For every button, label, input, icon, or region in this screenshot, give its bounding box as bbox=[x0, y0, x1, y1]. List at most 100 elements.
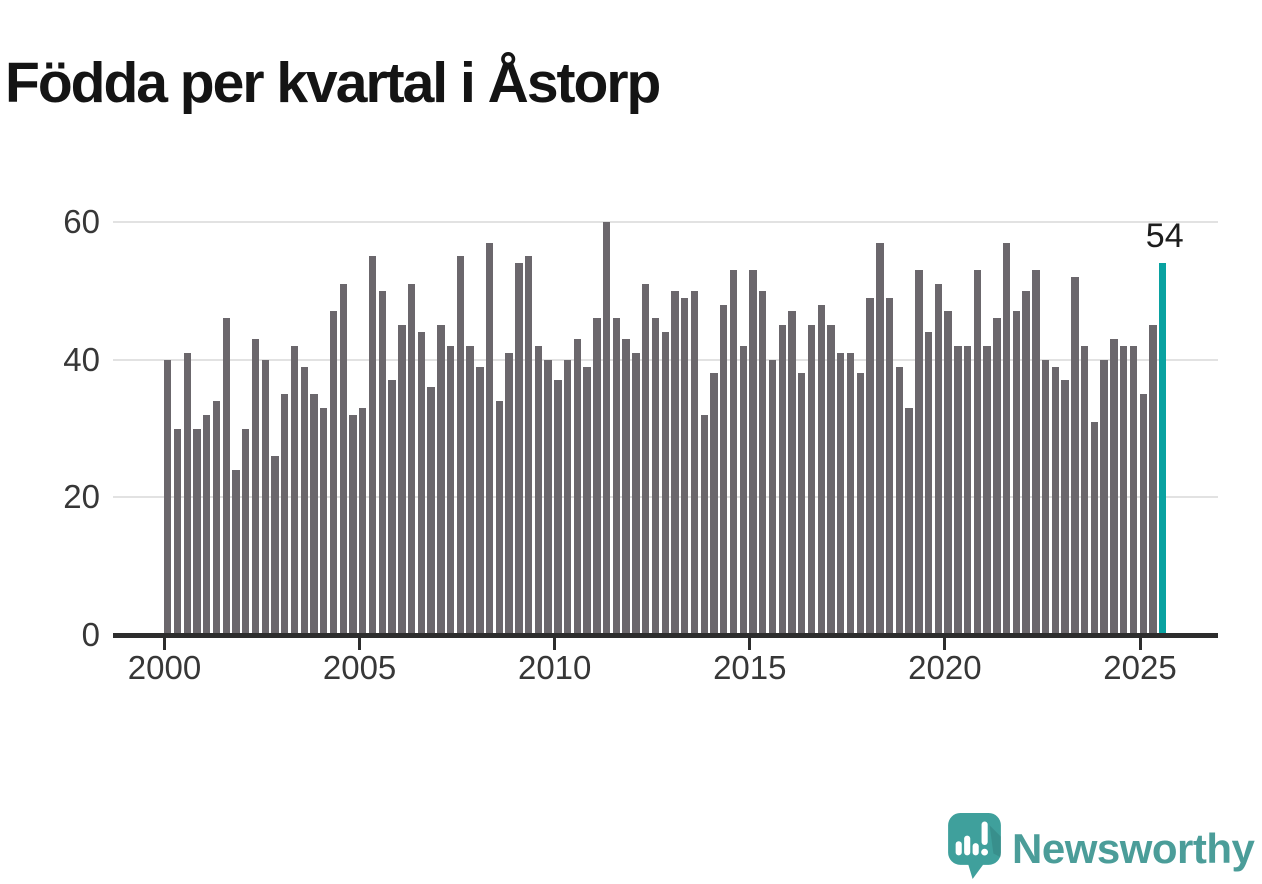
x-tick-label-2010: 2010 bbox=[517, 649, 592, 686]
bar bbox=[817, 304, 825, 635]
bar bbox=[944, 311, 952, 635]
bar bbox=[651, 318, 660, 635]
bar bbox=[846, 352, 855, 635]
bar bbox=[1090, 421, 1099, 635]
bar bbox=[993, 318, 1001, 635]
bar bbox=[407, 283, 416, 635]
bar bbox=[388, 380, 396, 635]
bar bbox=[759, 290, 767, 635]
bar bbox=[924, 332, 933, 635]
highlighted-bar bbox=[1159, 263, 1167, 635]
bar bbox=[1119, 345, 1128, 635]
bar bbox=[193, 428, 201, 635]
branding: Newsworthy bbox=[948, 813, 1262, 879]
bar bbox=[602, 222, 611, 635]
bar bbox=[866, 297, 874, 635]
bar bbox=[232, 469, 240, 635]
bar bbox=[534, 345, 543, 635]
bar bbox=[417, 332, 426, 635]
bar bbox=[242, 428, 250, 635]
bar bbox=[446, 345, 455, 635]
bar bbox=[963, 345, 972, 635]
bar bbox=[1129, 345, 1138, 635]
x-tick-2015 bbox=[748, 638, 752, 650]
bar bbox=[183, 352, 191, 635]
bar bbox=[798, 373, 806, 635]
bar bbox=[359, 407, 367, 635]
x-tick-label-2020: 2020 bbox=[908, 649, 982, 686]
bar bbox=[524, 256, 533, 635]
bar bbox=[164, 359, 172, 635]
bar bbox=[837, 352, 845, 635]
bar bbox=[505, 352, 513, 635]
x-tick-label-2005: 2005 bbox=[322, 649, 397, 686]
bar bbox=[368, 256, 377, 635]
bar bbox=[456, 256, 465, 635]
bar bbox=[554, 380, 562, 635]
bar bbox=[973, 270, 982, 635]
bar bbox=[788, 311, 796, 635]
bar bbox=[1012, 311, 1021, 635]
bar bbox=[515, 263, 523, 635]
highlight-value-label: 54 bbox=[1145, 217, 1184, 256]
bar bbox=[1080, 345, 1089, 635]
bar bbox=[1149, 325, 1157, 635]
bar bbox=[681, 297, 689, 635]
gridline-60 bbox=[113, 221, 1218, 223]
plot-area: 0 20 40 60 2000 2005 2010 2015 2020 2025 54 bbox=[63, 203, 1218, 686]
bar bbox=[1032, 270, 1040, 635]
y-tick-label-40: 40 bbox=[63, 340, 100, 378]
bar bbox=[983, 345, 991, 635]
bar bbox=[310, 394, 318, 635]
bar bbox=[856, 373, 864, 635]
bar bbox=[934, 283, 943, 635]
x-tick-2010 bbox=[553, 638, 557, 650]
bar bbox=[612, 318, 621, 635]
x-axis-line bbox=[113, 633, 1218, 638]
bar bbox=[495, 400, 504, 635]
bar bbox=[671, 290, 679, 635]
bar bbox=[778, 325, 786, 635]
x-tick-label-2015: 2015 bbox=[713, 649, 787, 686]
bar bbox=[905, 407, 913, 635]
bar bbox=[1110, 339, 1118, 635]
bar bbox=[222, 318, 230, 635]
bar bbox=[641, 283, 650, 635]
bar bbox=[1022, 290, 1030, 635]
bar bbox=[173, 428, 182, 635]
bar bbox=[203, 414, 211, 635]
x-tick-2000 bbox=[163, 638, 166, 650]
bar bbox=[476, 366, 484, 635]
y-tick-label-60: 60 bbox=[63, 203, 100, 240]
bar bbox=[544, 359, 552, 635]
bar bbox=[485, 242, 494, 635]
bar bbox=[281, 394, 289, 635]
y-tick-label-0: 0 bbox=[81, 616, 100, 653]
x-tick-2005 bbox=[358, 638, 362, 650]
bar bbox=[1051, 366, 1060, 635]
bar bbox=[466, 345, 474, 635]
bar bbox=[1100, 359, 1108, 635]
bar bbox=[720, 304, 728, 635]
bar bbox=[700, 414, 708, 635]
bar bbox=[212, 400, 221, 635]
bar bbox=[729, 270, 738, 635]
x-tick-2025 bbox=[1138, 638, 1142, 650]
bar bbox=[339, 283, 347, 635]
bar bbox=[320, 407, 328, 635]
newsworthy-logo-icon bbox=[948, 813, 1001, 879]
bar bbox=[885, 297, 894, 635]
bar bbox=[593, 318, 601, 635]
bar bbox=[661, 332, 669, 635]
bar bbox=[573, 339, 582, 635]
bar bbox=[1071, 277, 1079, 635]
bar bbox=[895, 366, 904, 635]
bar bbox=[378, 290, 386, 635]
bar bbox=[290, 345, 299, 635]
bar bbox=[300, 366, 308, 635]
bar bbox=[749, 270, 757, 635]
bar bbox=[876, 242, 884, 635]
bar bbox=[915, 270, 923, 635]
bar bbox=[398, 325, 406, 635]
